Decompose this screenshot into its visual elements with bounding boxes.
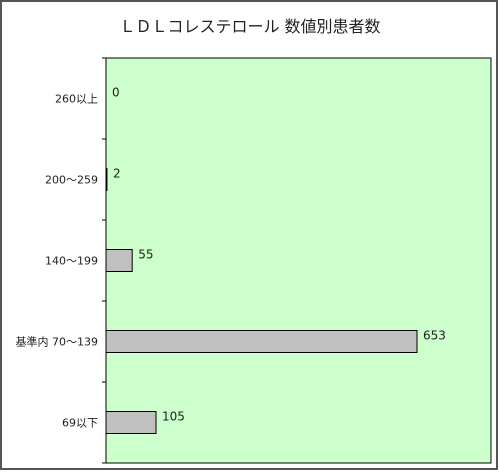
value-label-1: 2 [113, 167, 121, 181]
value-labels: 0 2 55 653 105 [112, 86, 446, 424]
category-labels: 260以上 200～259 140～199 基準内 70～139 69以下 [16, 93, 99, 430]
category-label-2: 140～199 [45, 255, 98, 268]
value-label-3: 653 [423, 329, 446, 343]
value-label-0: 0 [112, 86, 120, 100]
category-label-0: 260以上 [55, 93, 98, 106]
bar-1 [105, 168, 108, 191]
value-label-2: 55 [138, 248, 153, 262]
value-label-4: 105 [162, 410, 185, 424]
bars [105, 168, 418, 434]
category-label-1: 200～259 [45, 174, 98, 187]
bar-4 [105, 411, 157, 434]
category-label-4: 69以下 [62, 417, 98, 430]
plot-area [105, 57, 492, 464]
bar-2 [105, 249, 133, 272]
bar-3 [105, 330, 418, 353]
category-label-3: 基準内 70～139 [16, 335, 99, 349]
chart-title: ＬＤＬコレステロール 数値別患者数 [119, 17, 380, 36]
